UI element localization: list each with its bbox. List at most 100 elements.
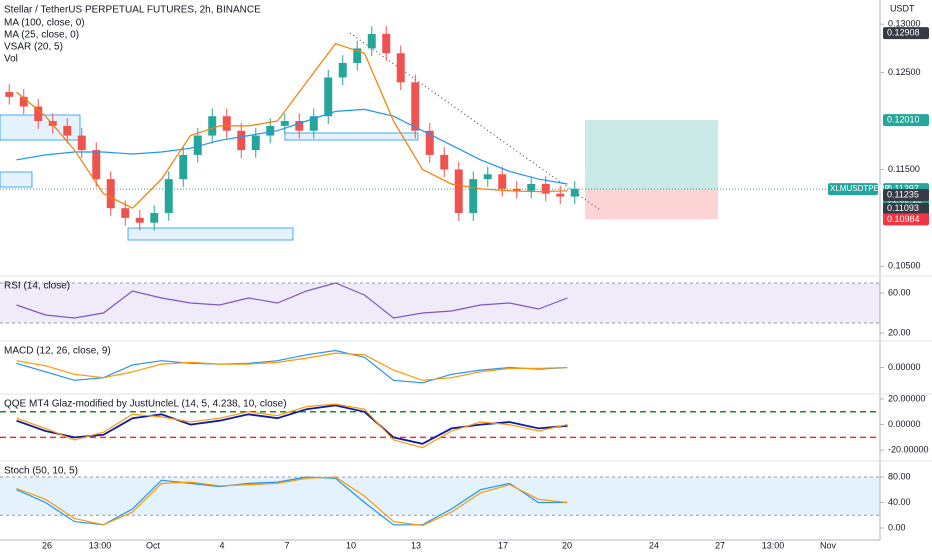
- candle-body: [440, 154, 449, 170]
- candle-body: [5, 91, 14, 97]
- candle-body: [106, 179, 115, 209]
- ma-line: [16, 42, 568, 209]
- x-tick-label: 26: [42, 540, 52, 550]
- y-tick-label: 0.00000: [888, 419, 921, 429]
- candle-body: [454, 169, 463, 214]
- price-axis-bg: [880, 0, 932, 550]
- indicator-line: [16, 476, 568, 527]
- zone-box: [127, 227, 294, 241]
- x-tick-label: Oct: [146, 540, 161, 550]
- candle-body: [179, 154, 188, 180]
- price-tag: [883, 213, 929, 226]
- x-tick-label: 20: [562, 540, 572, 550]
- ma-line: [16, 108, 568, 185]
- y-tick-label: 0.12500: [888, 67, 921, 77]
- x-tick-label: 4: [219, 540, 224, 550]
- candle-body: [251, 135, 260, 151]
- candle-body: [411, 82, 420, 131]
- candle-body: [266, 125, 275, 136]
- stop-zone: [585, 189, 718, 220]
- price-tag-label: 0.10984: [887, 214, 920, 224]
- candle-body: [208, 116, 217, 136]
- band: [0, 476, 880, 516]
- candle-body: [570, 188, 579, 197]
- candle-body: [48, 121, 57, 126]
- price-tag: [883, 202, 929, 215]
- chart-title: Stellar / TetherUS PERPETUAL FUTURES, 2h…: [4, 5, 261, 16]
- target-zone: [585, 120, 718, 190]
- x-tick-label: 27: [715, 540, 725, 550]
- candle-body: [396, 53, 405, 83]
- indicator-line: [16, 403, 568, 449]
- candle-body: [135, 217, 144, 223]
- candle-body: [193, 135, 202, 155]
- price-tag-label: 0.12010: [887, 114, 920, 124]
- y-tick-label: 40.00: [888, 497, 911, 507]
- legend-entry: VSAR (20, 5): [4, 42, 63, 53]
- candle-body: [541, 183, 550, 194]
- candle-body: [309, 116, 318, 131]
- candle-body: [34, 106, 43, 122]
- x-tick-label: 10: [346, 540, 356, 550]
- y-tick-label: 0.11500: [888, 164, 920, 174]
- y-tick-label: 0.00: [888, 522, 906, 532]
- symbol-label: XLMUSDTPERP: [830, 184, 890, 193]
- legend-entry: Vol: [4, 54, 18, 65]
- indicator-line: [16, 404, 568, 445]
- legend-entry: MA (100, close, 0): [4, 18, 85, 29]
- price-tag: [883, 189, 929, 202]
- x-tick-label: 13:00: [762, 540, 785, 550]
- x-tick-label: Nov: [820, 540, 837, 550]
- candle-body: [295, 121, 304, 131]
- candle-body: [556, 193, 565, 197]
- panel-title: Stoch (50, 10, 5): [4, 466, 78, 477]
- y-tick-label: 0.13000: [888, 19, 921, 29]
- zone-box: [0, 171, 33, 188]
- indicator-line: [16, 349, 568, 384]
- x-tick-label: 7: [284, 540, 289, 550]
- candle-body: [353, 48, 362, 63]
- candle-body: [77, 135, 86, 151]
- candle-body: [280, 121, 289, 126]
- candle-body: [527, 183, 536, 191]
- candle-body: [498, 174, 507, 189]
- price-tag: [883, 114, 929, 127]
- panel-title: QQE MT4 Glaz-modified by JustUncleL (14,…: [4, 399, 287, 410]
- candle-body: [222, 116, 231, 131]
- y-tick-label: 0.10500: [888, 261, 921, 271]
- price-tag: [883, 27, 929, 40]
- price-tag-label: 0.11093: [887, 203, 919, 213]
- candle-body: [164, 179, 173, 214]
- symbol-tag: [828, 183, 878, 196]
- indicator-line: [16, 352, 568, 381]
- candle-body: [92, 150, 101, 180]
- y-tick-label: 80.00: [888, 471, 911, 481]
- y-tick-label: 0.00000: [888, 362, 921, 372]
- panel-title: MACD (12, 26, close, 9): [4, 346, 111, 357]
- candle-body: [19, 96, 28, 107]
- zone-box: [284, 132, 419, 141]
- unit-label: USDT: [890, 3, 915, 13]
- panel-title: RSI (14, close): [4, 281, 70, 292]
- candle-body: [483, 174, 492, 180]
- band: [0, 283, 880, 323]
- candle-body: [367, 33, 376, 49]
- candle-body: [121, 208, 130, 218]
- candle-body: [512, 188, 521, 191]
- x-tick-label: 13:00: [89, 540, 112, 550]
- y-tick-label: 20.00000: [888, 393, 926, 403]
- x-tick-label: 13: [411, 540, 421, 550]
- indicator-line: [16, 282, 568, 319]
- y-tick-label: 60.00: [888, 287, 911, 297]
- x-tick-label: 17: [498, 540, 508, 550]
- candle-body: [150, 213, 159, 223]
- candle-body: [237, 130, 246, 151]
- price-tag-label: 0.12908: [887, 27, 920, 37]
- y-tick-label: 20.00: [888, 327, 911, 337]
- legend-entry: MA (25, close, 0): [4, 30, 79, 41]
- price-tag-label: 0.11235: [887, 189, 919, 199]
- candle-body: [469, 179, 478, 214]
- candle-body: [324, 77, 333, 117]
- candle-body: [425, 130, 434, 155]
